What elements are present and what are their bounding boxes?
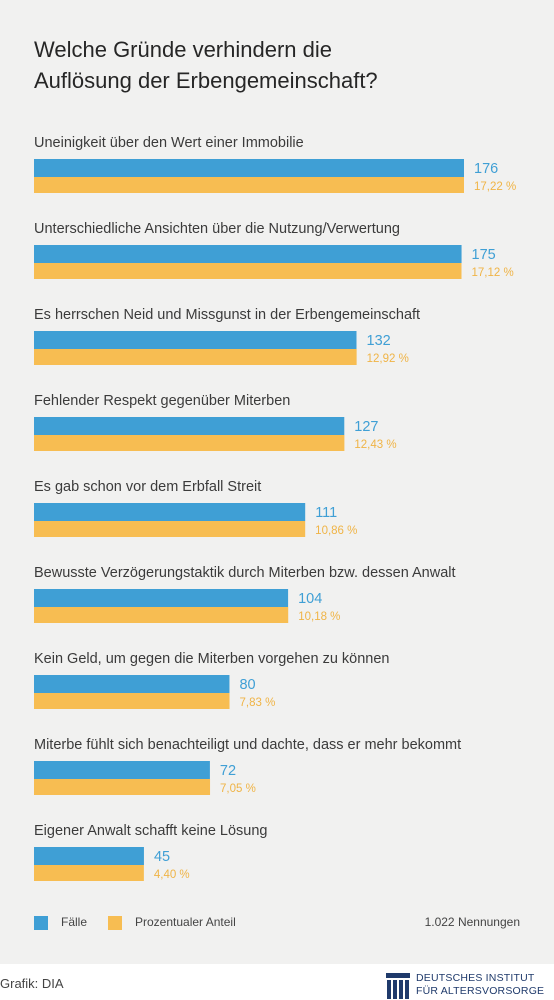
- dia-logo-text: DEUTSCHES INSTITUT FÜR ALTERSVORSORGE: [416, 972, 544, 998]
- legend-label-faelle: Fälle: [61, 915, 88, 929]
- bar-faelle-7: [34, 675, 230, 693]
- bar-faelle-5: [34, 503, 306, 521]
- bar-anteil-7: [34, 693, 230, 709]
- category-label-2: Unterschiedliche Ansichten über die Nutz…: [34, 221, 400, 237]
- bar-anteil-1: [34, 177, 464, 193]
- bar-faelle-2: [34, 245, 462, 263]
- bar-anteil-4: [34, 435, 345, 451]
- category-label-1: Uneinigkeit über den Wert einer Immobili…: [34, 135, 304, 151]
- bar-anteil-3: [34, 349, 357, 365]
- dia-logo-line-2: FÜR ALTERSVORSORGE: [416, 985, 545, 997]
- percent-label-1: 17,22 %: [474, 181, 516, 193]
- percent-label-6: 10,18 %: [298, 611, 340, 623]
- bar-faelle-4: [34, 417, 345, 435]
- bar-faelle-6: [34, 589, 289, 607]
- value-label-4: 127: [354, 419, 378, 435]
- legend-swatch-anteil: [108, 916, 122, 930]
- bar-anteil-6: [34, 607, 289, 623]
- bar-anteil-5: [34, 521, 306, 537]
- percent-label-2: 17,12 %: [472, 267, 514, 279]
- bar-faelle-8: [34, 761, 210, 779]
- value-label-9: 45: [154, 849, 170, 865]
- category-label-9: Eigener Anwalt schafft keine Lösung: [34, 823, 268, 839]
- percent-label-5: 10,86 %: [315, 525, 357, 537]
- percent-label-7: 7,83 %: [240, 697, 276, 709]
- value-label-3: 132: [367, 333, 391, 349]
- percent-label-3: 12,92 %: [367, 353, 409, 365]
- value-label-2: 175: [472, 247, 496, 263]
- value-label-1: 176: [474, 161, 498, 177]
- value-label-6: 104: [298, 591, 322, 607]
- percent-label-8: 7,05 %: [220, 783, 256, 795]
- value-label-7: 80: [239, 677, 255, 693]
- bar-anteil-2: [34, 263, 462, 279]
- dia-logo-line-1: DEUTSCHES INSTITUT: [416, 972, 535, 984]
- legend: Fälle Prozentualer Anteil 1.022 Nennunge…: [34, 914, 520, 934]
- bar-chart: Uneinigkeit über den Wert einer Immobili…: [34, 135, 516, 881]
- category-label-6: Bewusste Verzögerungstaktik durch Miterb…: [34, 565, 456, 581]
- percent-label-9: 4,40 %: [154, 869, 190, 881]
- percent-label-4: 12,43 %: [354, 439, 396, 451]
- value-label-5: 111: [315, 505, 337, 521]
- bar-anteil-8: [34, 779, 211, 795]
- chart-title-line-2: Auflösung der Erbengemeinschaft?: [34, 68, 378, 93]
- category-label-8: Miterbe fühlt sich benachteiligt und dac…: [34, 737, 461, 753]
- graphic-credit: Grafik: DIA: [0, 976, 64, 991]
- category-label-7: Kein Geld, um gegen die Miterben vorgehe…: [34, 651, 389, 667]
- legend-swatch-faelle: [34, 916, 48, 930]
- dia-logo-icon: [386, 973, 410, 999]
- dia-logo: DEUTSCHES INSTITUT FÜR ALTERSVORSORGE: [386, 971, 554, 1000]
- category-label-4: Fehlender Respekt gegenüber Miterben: [34, 393, 290, 409]
- bar-faelle-1: [34, 159, 464, 177]
- chart-title-line-1: Welche Gründe verhindern die: [34, 37, 332, 62]
- chart-title: Welche Gründe verhindern die Auflösung d…: [34, 34, 514, 96]
- bar-faelle-3: [34, 331, 357, 349]
- category-label-3: Es herrschen Neid und Missgunst in der E…: [34, 307, 420, 323]
- category-label-5: Es gab schon vor dem Erbfall Streit: [34, 479, 261, 495]
- total-mentions: 1.022 Nennungen: [424, 915, 520, 929]
- bar-faelle-9: [34, 847, 144, 865]
- bar-anteil-9: [34, 865, 144, 881]
- legend-label-anteil: Prozentualer Anteil: [135, 915, 236, 929]
- value-label-8: 72: [220, 763, 236, 779]
